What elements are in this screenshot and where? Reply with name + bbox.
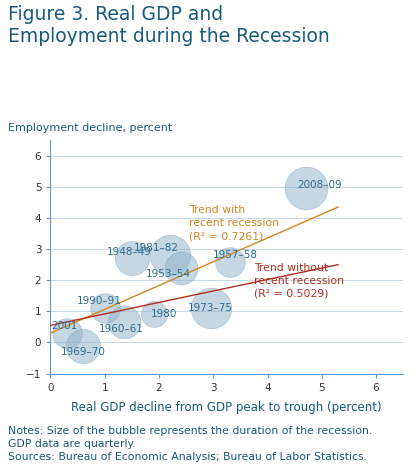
Text: 1980: 1980 bbox=[151, 310, 178, 319]
Text: 1957–58: 1957–58 bbox=[213, 250, 257, 260]
Text: 1990–91: 1990–91 bbox=[77, 297, 122, 306]
Point bbox=[150, 311, 157, 318]
Point bbox=[166, 252, 173, 259]
X-axis label: Real GDP decline from GDP peak to trough (percent): Real GDP decline from GDP peak to trough… bbox=[71, 401, 382, 414]
Point bbox=[63, 329, 70, 337]
Text: Notes: Size of the bubble represents the duration of the recession.
GDP data are: Notes: Size of the bubble represents the… bbox=[8, 426, 373, 462]
Point bbox=[120, 318, 127, 326]
Text: Employment decline, percent: Employment decline, percent bbox=[8, 123, 173, 133]
Point bbox=[101, 304, 108, 312]
Text: 1981–82: 1981–82 bbox=[134, 242, 179, 253]
Point bbox=[129, 255, 135, 262]
Text: Trend with
recent recession
(R² = 0.7261): Trend with recent recession (R² = 0.7261… bbox=[189, 205, 279, 241]
Text: 1953–54: 1953–54 bbox=[146, 269, 191, 279]
Point bbox=[302, 184, 309, 192]
Text: 1973–75: 1973–75 bbox=[188, 303, 233, 313]
Text: 1960–61: 1960–61 bbox=[99, 324, 143, 334]
Text: Trend without
recent recession
(R² = 0.5029): Trend without recent recession (R² = 0.5… bbox=[254, 263, 344, 299]
Text: 2001: 2001 bbox=[51, 321, 77, 331]
Point bbox=[177, 264, 184, 271]
Point bbox=[80, 342, 87, 349]
Text: 1948–49: 1948–49 bbox=[107, 247, 152, 256]
Point bbox=[207, 304, 214, 312]
Text: 1969–70: 1969–70 bbox=[60, 347, 105, 357]
Point bbox=[226, 258, 233, 265]
Text: 2008–09: 2008–09 bbox=[297, 180, 341, 190]
Text: Figure 3. Real GDP and
Employment during the Recession: Figure 3. Real GDP and Employment during… bbox=[8, 5, 330, 46]
